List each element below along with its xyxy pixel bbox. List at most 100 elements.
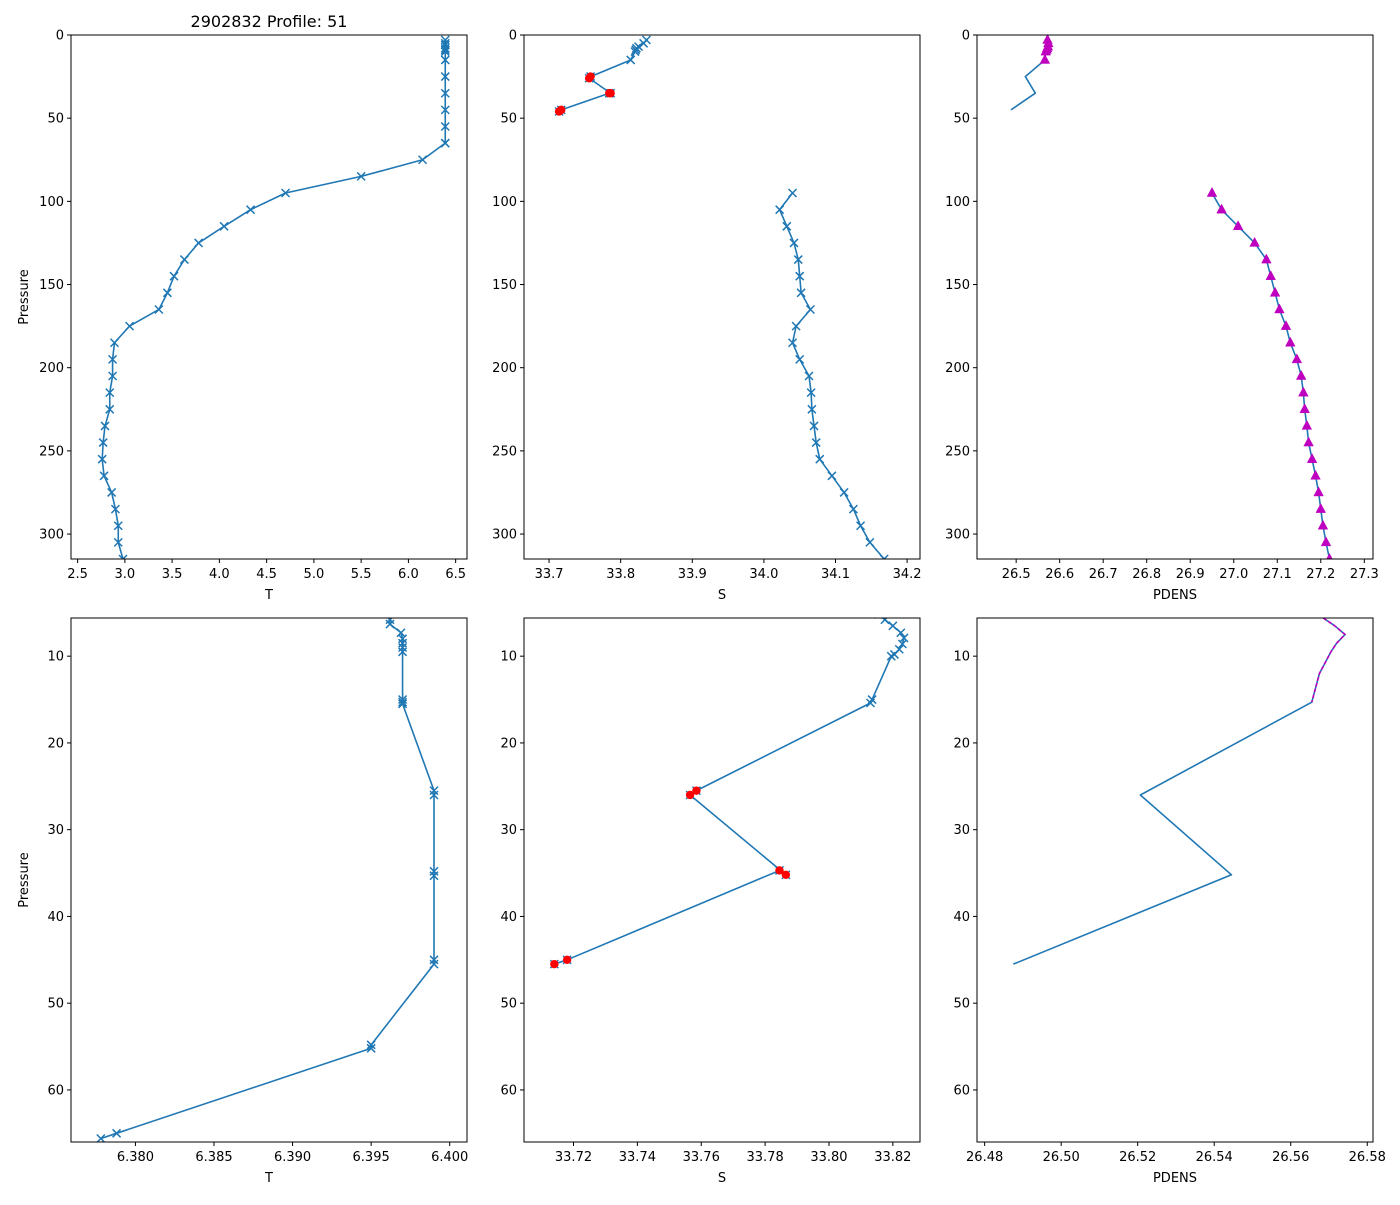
x-axis-label: PDENS [1153, 588, 1197, 603]
data-point-x [100, 421, 110, 431]
data-point-x [440, 43, 450, 53]
data-point-triangle [1295, 369, 1307, 380]
data-point-x [856, 521, 866, 531]
x-tick-label: 6.390 [274, 1150, 311, 1165]
y-tick-label: 30 [500, 823, 517, 838]
flagged-point [554, 107, 564, 116]
x-tick-label: 26.6 [1045, 567, 1074, 582]
x-tick-label: 33.74 [619, 1150, 656, 1165]
data-point-x [118, 554, 128, 559]
data-point-x [865, 698, 876, 708]
data-point-x [440, 105, 450, 115]
data-point-x [440, 55, 450, 65]
data-point-triangle [1301, 419, 1313, 430]
y-tick-label: 50 [47, 112, 64, 127]
x-tick-label: 6.385 [195, 1150, 232, 1165]
flagged-point [692, 786, 701, 795]
data-point-x [107, 487, 117, 497]
y-tick-label: 100 [492, 195, 517, 210]
x-tick-label: 34.2 [893, 567, 922, 582]
data-point-x [782, 221, 792, 231]
x-tick-label: 26.48 [966, 1150, 1003, 1165]
data-point-x [795, 271, 805, 281]
data-point-triangle [1232, 220, 1244, 231]
series-line [101, 39, 447, 559]
data-point-x [366, 1040, 376, 1050]
x-tick-label: 6.5 [445, 567, 466, 582]
data-point-x [113, 521, 123, 531]
data-point-x [246, 205, 256, 215]
axes-frame [976, 34, 1374, 560]
y-tick-label: 40 [953, 910, 970, 925]
flagged-point [685, 790, 695, 800]
figure-title: 2902832 Profile: 51 [191, 12, 348, 31]
data-point-x [626, 55, 636, 65]
data-point-x [96, 1133, 106, 1142]
x-tick-label: 5.5 [351, 567, 372, 582]
series-pdens-overlay [1311, 618, 1346, 703]
data-point-triangle [1040, 45, 1051, 56]
data-point-x [98, 438, 108, 448]
y-tick-label: 250 [492, 444, 517, 459]
data-point-x [795, 354, 805, 364]
y-tick-label: 20 [953, 736, 970, 751]
x-tick-label: 27.2 [1306, 567, 1335, 582]
data-point-x [811, 438, 821, 448]
y-tick-label: 50 [47, 997, 64, 1012]
y-tick-label: 40 [500, 910, 517, 925]
y-tick-label: 40 [47, 910, 64, 925]
x-tick-label: 6.395 [353, 1150, 390, 1165]
data-point-x [97, 454, 107, 464]
data-point-x [154, 304, 164, 315]
x-tick-label: 3.5 [162, 567, 183, 582]
x-tick-label: 34.0 [749, 567, 778, 582]
data-point-x [440, 45, 450, 55]
panel-t_zoom: 6.380 6.385 6.390 6.395 6.400 10 20 30 40 50 60 T Pr… [17, 617, 468, 1186]
data-point-triangle [1249, 236, 1260, 247]
data-point-triangle [1298, 386, 1309, 397]
x-tick-label: 6.400 [431, 1150, 468, 1165]
axes-frame [70, 617, 468, 1143]
plot-area [97, 35, 450, 559]
data-point-x [219, 221, 229, 231]
data-point-triangle [1280, 320, 1292, 330]
y-tick-label: 50 [500, 997, 517, 1012]
y-tick-label: 30 [953, 823, 970, 838]
x-tick-label: 26.7 [1089, 567, 1118, 582]
data-point-triangle [1291, 353, 1303, 364]
data-point-triangle [1317, 519, 1329, 530]
data-point-x [809, 421, 819, 431]
data-point-x [440, 88, 450, 98]
y-tick-label: 0 [509, 29, 517, 44]
x-tick-label: 33.82 [874, 1150, 911, 1165]
y-tick-label: 300 [492, 528, 517, 543]
plot-area [96, 618, 439, 1142]
data-point-x [169, 271, 179, 281]
y-tick-label: 30 [47, 823, 64, 838]
plot-area [1010, 35, 1333, 559]
flagged-point [584, 74, 594, 83]
data-point-x [805, 304, 815, 315]
series-t [96, 618, 439, 1142]
series-line [778, 192, 885, 559]
x-tick-label: 33.8 [606, 567, 635, 582]
y-tick-label: 0 [56, 29, 64, 44]
data-point-triangle [1326, 552, 1333, 559]
flagged-point [550, 959, 559, 969]
data-point-x [398, 697, 408, 707]
data-point-x [879, 554, 889, 559]
x-tick-label: 3.0 [115, 567, 136, 582]
series-line [1311, 618, 1346, 703]
x-tick-label: 5.0 [304, 567, 325, 582]
data-point-triangle [1285, 336, 1296, 347]
data-point-triangle [1313, 486, 1324, 497]
series-line [100, 619, 435, 1140]
axes-frame [523, 617, 921, 1143]
series-pdens [1013, 618, 1346, 965]
x-tick-label: 33.9 [678, 567, 707, 582]
x-tick-label: 27.0 [1219, 567, 1248, 582]
data-point-x [630, 47, 640, 57]
y-tick-label: 200 [39, 361, 64, 376]
data-point-x [807, 404, 817, 414]
